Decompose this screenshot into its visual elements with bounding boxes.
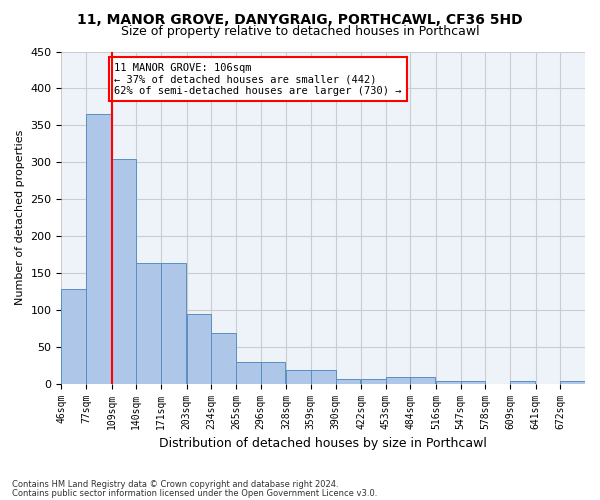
Bar (461, 380, 485, 384)
Bar (61, 289, 86, 384)
Text: Contains HM Land Registry data © Crown copyright and database right 2024.: Contains HM Land Registry data © Crown c… (12, 480, 338, 489)
Bar (361, 380, 386, 384)
Bar (560, 380, 585, 384)
Bar (286, 370, 311, 384)
X-axis label: Distribution of detached houses by size in Porthcawl: Distribution of detached houses by size … (159, 437, 487, 450)
Bar (410, 377, 435, 384)
Bar (386, 377, 410, 384)
Text: Contains public sector information licensed under the Open Government Licence v3: Contains public sector information licen… (12, 488, 377, 498)
Bar (311, 370, 335, 384)
Bar (335, 378, 360, 384)
Text: 11, MANOR GROVE, DANYGRAIG, PORTHCAWL, CF36 5HD: 11, MANOR GROVE, DANYGRAIG, PORTHCAWL, C… (77, 12, 523, 26)
Y-axis label: Number of detached properties: Number of detached properties (15, 130, 25, 306)
Bar (211, 334, 236, 384)
Text: Size of property relative to detached houses in Porthcawl: Size of property relative to detached ho… (121, 25, 479, 38)
Bar (136, 262, 161, 384)
Bar (510, 380, 535, 384)
Text: 11 MANOR GROVE: 106sqm
← 37% of detached houses are smaller (442)
62% of semi-de: 11 MANOR GROVE: 106sqm ← 37% of detached… (114, 62, 401, 96)
Bar (260, 362, 286, 384)
Bar (436, 380, 461, 384)
Bar (86, 114, 111, 384)
Bar (236, 362, 260, 384)
Bar (161, 264, 186, 384)
Bar (187, 314, 211, 384)
Bar (112, 160, 136, 384)
